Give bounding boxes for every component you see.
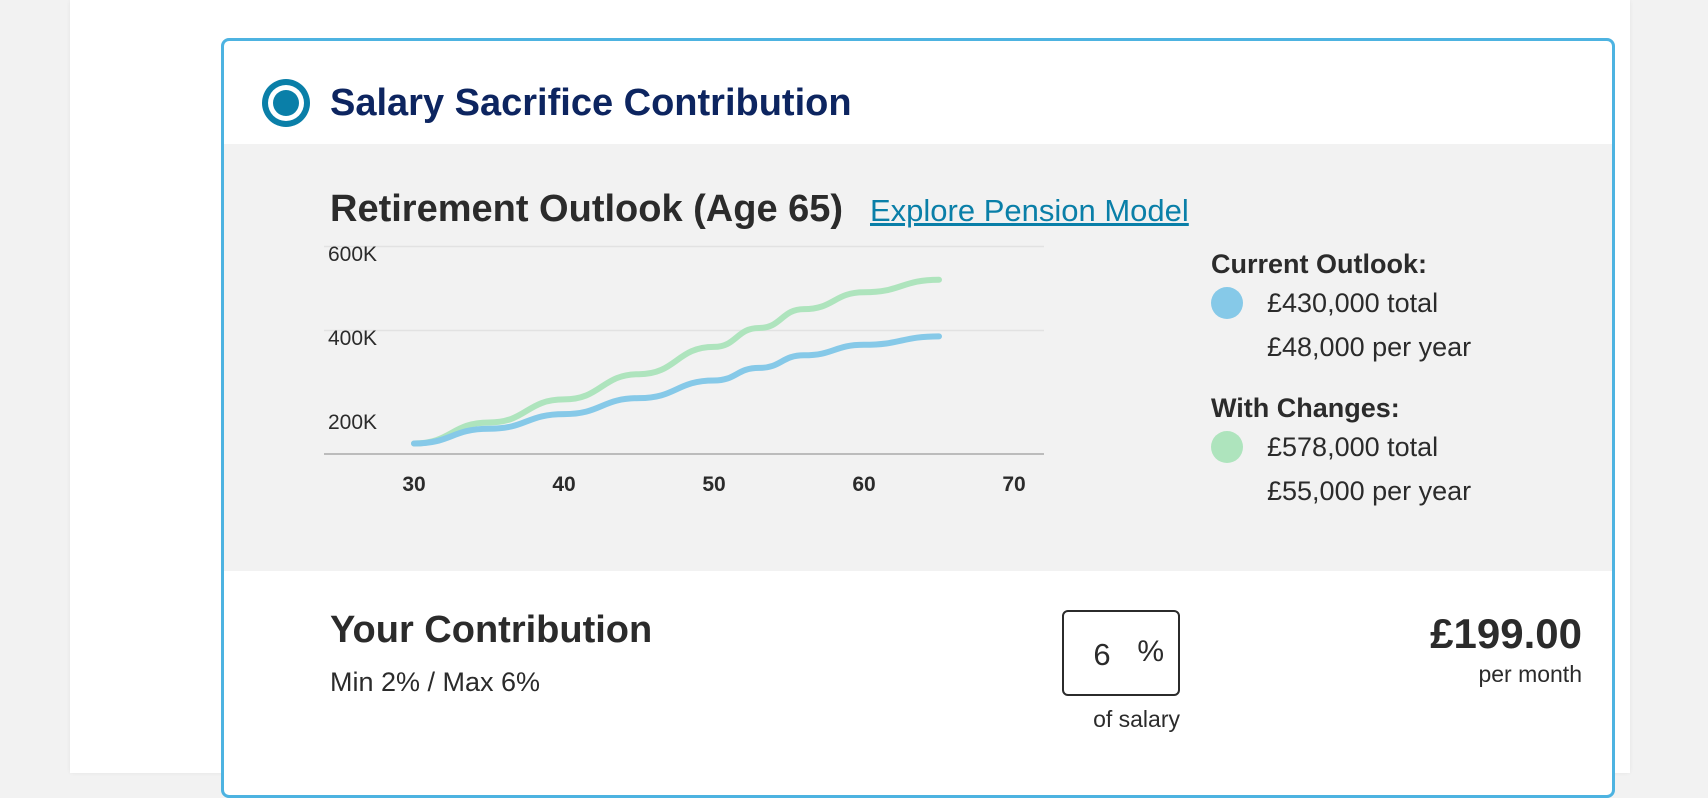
contribution-limits: Min 2% / Max 6% <box>330 667 541 697</box>
legend-changes-total: £578,000 total <box>1267 432 1439 462</box>
legend-current-total-row: £430,000 total <box>1211 281 1591 325</box>
outlook-title: Retirement Outlook (Age 65) <box>330 188 844 230</box>
with-changes-dot-icon <box>1211 431 1243 463</box>
legend-current-per-year-row: £48,000 per year <box>1211 325 1591 369</box>
chart-grid <box>324 245 1044 455</box>
legend-current-group: Current Outlook: £430,000 total £48,000 … <box>1211 247 1591 369</box>
legend-changes-heading: With Changes: <box>1211 393 1400 423</box>
page-background: Salary Sacrifice Contribution Retirement… <box>70 0 1630 798</box>
percent-unit-label: % <box>1137 635 1164 668</box>
chart-y-ticks: 200K 400K 600K <box>328 243 377 434</box>
legend-changes-total-row: £578,000 total <box>1211 425 1591 469</box>
explore-pension-model-link[interactable]: Explore Pension Model <box>870 193 1189 228</box>
x-tick-label: 30 <box>402 473 425 496</box>
legend-current-heading: Current Outlook: <box>1211 249 1427 279</box>
current-outlook-dot-icon <box>1211 287 1243 319</box>
y-tick-label: 600K <box>328 243 377 266</box>
contribution-percent-input[interactable] <box>1076 634 1128 676</box>
of-salary-label: of salary <box>1093 706 1180 732</box>
legend-changes-per-year-row: £55,000 per year <box>1211 469 1591 513</box>
y-tick-label: 400K <box>328 327 377 350</box>
legend-changes-per-year: £55,000 per year <box>1267 476 1472 506</box>
retirement-outlook-panel: Retirement Outlook (Age 65) Explore Pens… <box>224 144 1612 571</box>
card-header[interactable]: Salary Sacrifice Contribution <box>224 41 1612 143</box>
legend-changes-group: With Changes: £578,000 total £55,000 per… <box>1211 391 1591 513</box>
x-tick-label: 70 <box>1002 473 1025 496</box>
x-tick-label: 50 <box>702 473 725 496</box>
legend-current-per-year: £48,000 per year <box>1267 332 1472 362</box>
current-outlook-line <box>411 333 942 447</box>
monthly-amount: £199.00 <box>1430 610 1582 657</box>
salary-sacrifice-card[interactable]: Salary Sacrifice Contribution Retirement… <box>221 38 1615 798</box>
per-month-label: per month <box>1478 661 1582 687</box>
y-tick-label: 200K <box>328 411 377 434</box>
with-changes-line <box>411 276 942 447</box>
card-title: Salary Sacrifice Contribution <box>330 82 852 124</box>
contribution-percent-field[interactable]: % <box>1062 610 1180 696</box>
x-tick-label: 40 <box>552 473 575 496</box>
radio-selected-icon[interactable] <box>262 79 310 127</box>
chart-legend: Current Outlook: £430,000 total £48,000 … <box>1211 247 1591 535</box>
contribution-title: Your Contribution <box>330 609 653 651</box>
x-tick-label: 60 <box>852 473 875 496</box>
chart-x-ticks: 30 40 50 60 70 <box>402 473 1025 496</box>
legend-current-total: £430,000 total <box>1267 288 1439 318</box>
chart-lines <box>411 276 942 447</box>
retirement-chart: 200K 400K 600K 30 40 50 60 70 <box>324 243 1044 496</box>
